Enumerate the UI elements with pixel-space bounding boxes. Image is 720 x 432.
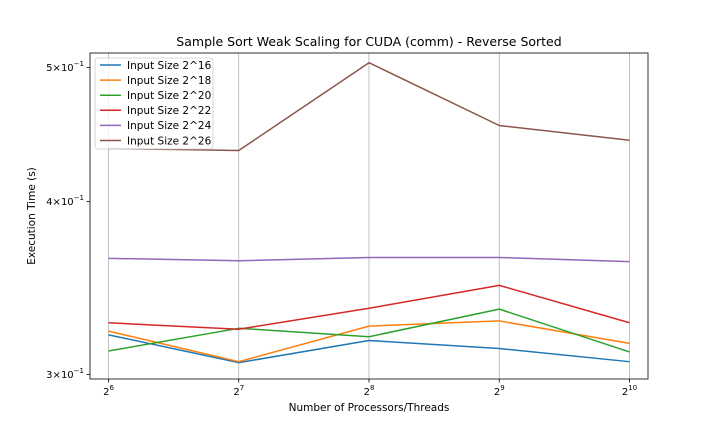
series-line: [108, 320, 630, 363]
legend-label: Input Size 2^22: [127, 105, 211, 117]
x-tick-exponent: 6: [109, 384, 114, 392]
x-tick-base: 2: [233, 387, 239, 398]
series-line: [108, 284, 630, 330]
legend-label: Input Size 2^26: [127, 135, 212, 147]
series-lines: [108, 61, 630, 364]
x-tick-label: 210: [622, 384, 637, 398]
series-line: [108, 308, 630, 353]
x-tick-base: 2: [364, 387, 370, 398]
series-line: [108, 61, 630, 152]
y-tick-exponent: −1: [74, 367, 84, 375]
x-axis-ticks: 26 27 28 29 210: [103, 379, 637, 398]
legend-label: Input Size 2^24: [127, 120, 212, 132]
x-tick-base: 2: [103, 387, 109, 398]
x-tick-base: 2: [494, 387, 500, 398]
y-tick-mantissa: 5: [46, 63, 52, 74]
legend: Input Size 2^16 Input Size 2^18 Input Size…: [94, 57, 214, 150]
x-tick-label: 29: [494, 384, 505, 398]
y-axis-label: Execution Time (s): [26, 167, 38, 265]
chart-title: Sample Sort Weak Scaling for CUDA (comm)…: [176, 34, 561, 49]
x-tick-label: 28: [364, 384, 375, 398]
legend-label: Input Size 2^16: [127, 60, 212, 72]
y-tick-base: 10: [61, 63, 74, 74]
y-tick-times: ×: [53, 197, 61, 208]
x-tick-exponent: 9: [500, 384, 504, 392]
x-tick-exponent: 8: [370, 384, 374, 392]
series-line: [108, 334, 630, 364]
x-tick-base: 2: [622, 387, 628, 398]
x-tick-label: 27: [233, 384, 244, 398]
y-tick-times: ×: [53, 370, 61, 381]
legend-label: Input Size 2^18: [127, 75, 211, 87]
y-tick-base: 10: [61, 197, 74, 208]
x-tick-label: 26: [103, 384, 114, 398]
y-tick-mantissa: 4: [46, 197, 52, 208]
legend-label: Input Size 2^20: [127, 90, 211, 102]
legend-box: [94, 57, 214, 150]
y-tick-exponent: −1: [74, 60, 84, 68]
y-tick-label: 4×10−1: [46, 194, 84, 208]
y-tick-exponent: −1: [74, 194, 84, 202]
y-tick-times: ×: [53, 63, 61, 74]
y-tick-label: 3×10−1: [46, 367, 84, 381]
y-tick-mantissa: 3: [46, 370, 52, 381]
x-axis-label: Number of Processors/Threads: [289, 402, 450, 414]
series-line: [108, 256, 630, 263]
y-axis-ticks: 3×10−14×10−15×10−1: [46, 60, 90, 381]
x-tick-exponent: 7: [240, 384, 244, 392]
x-tick-exponent: 10: [628, 384, 637, 392]
y-tick-base: 10: [61, 370, 74, 381]
y-tick-label: 5×10−1: [46, 60, 84, 74]
